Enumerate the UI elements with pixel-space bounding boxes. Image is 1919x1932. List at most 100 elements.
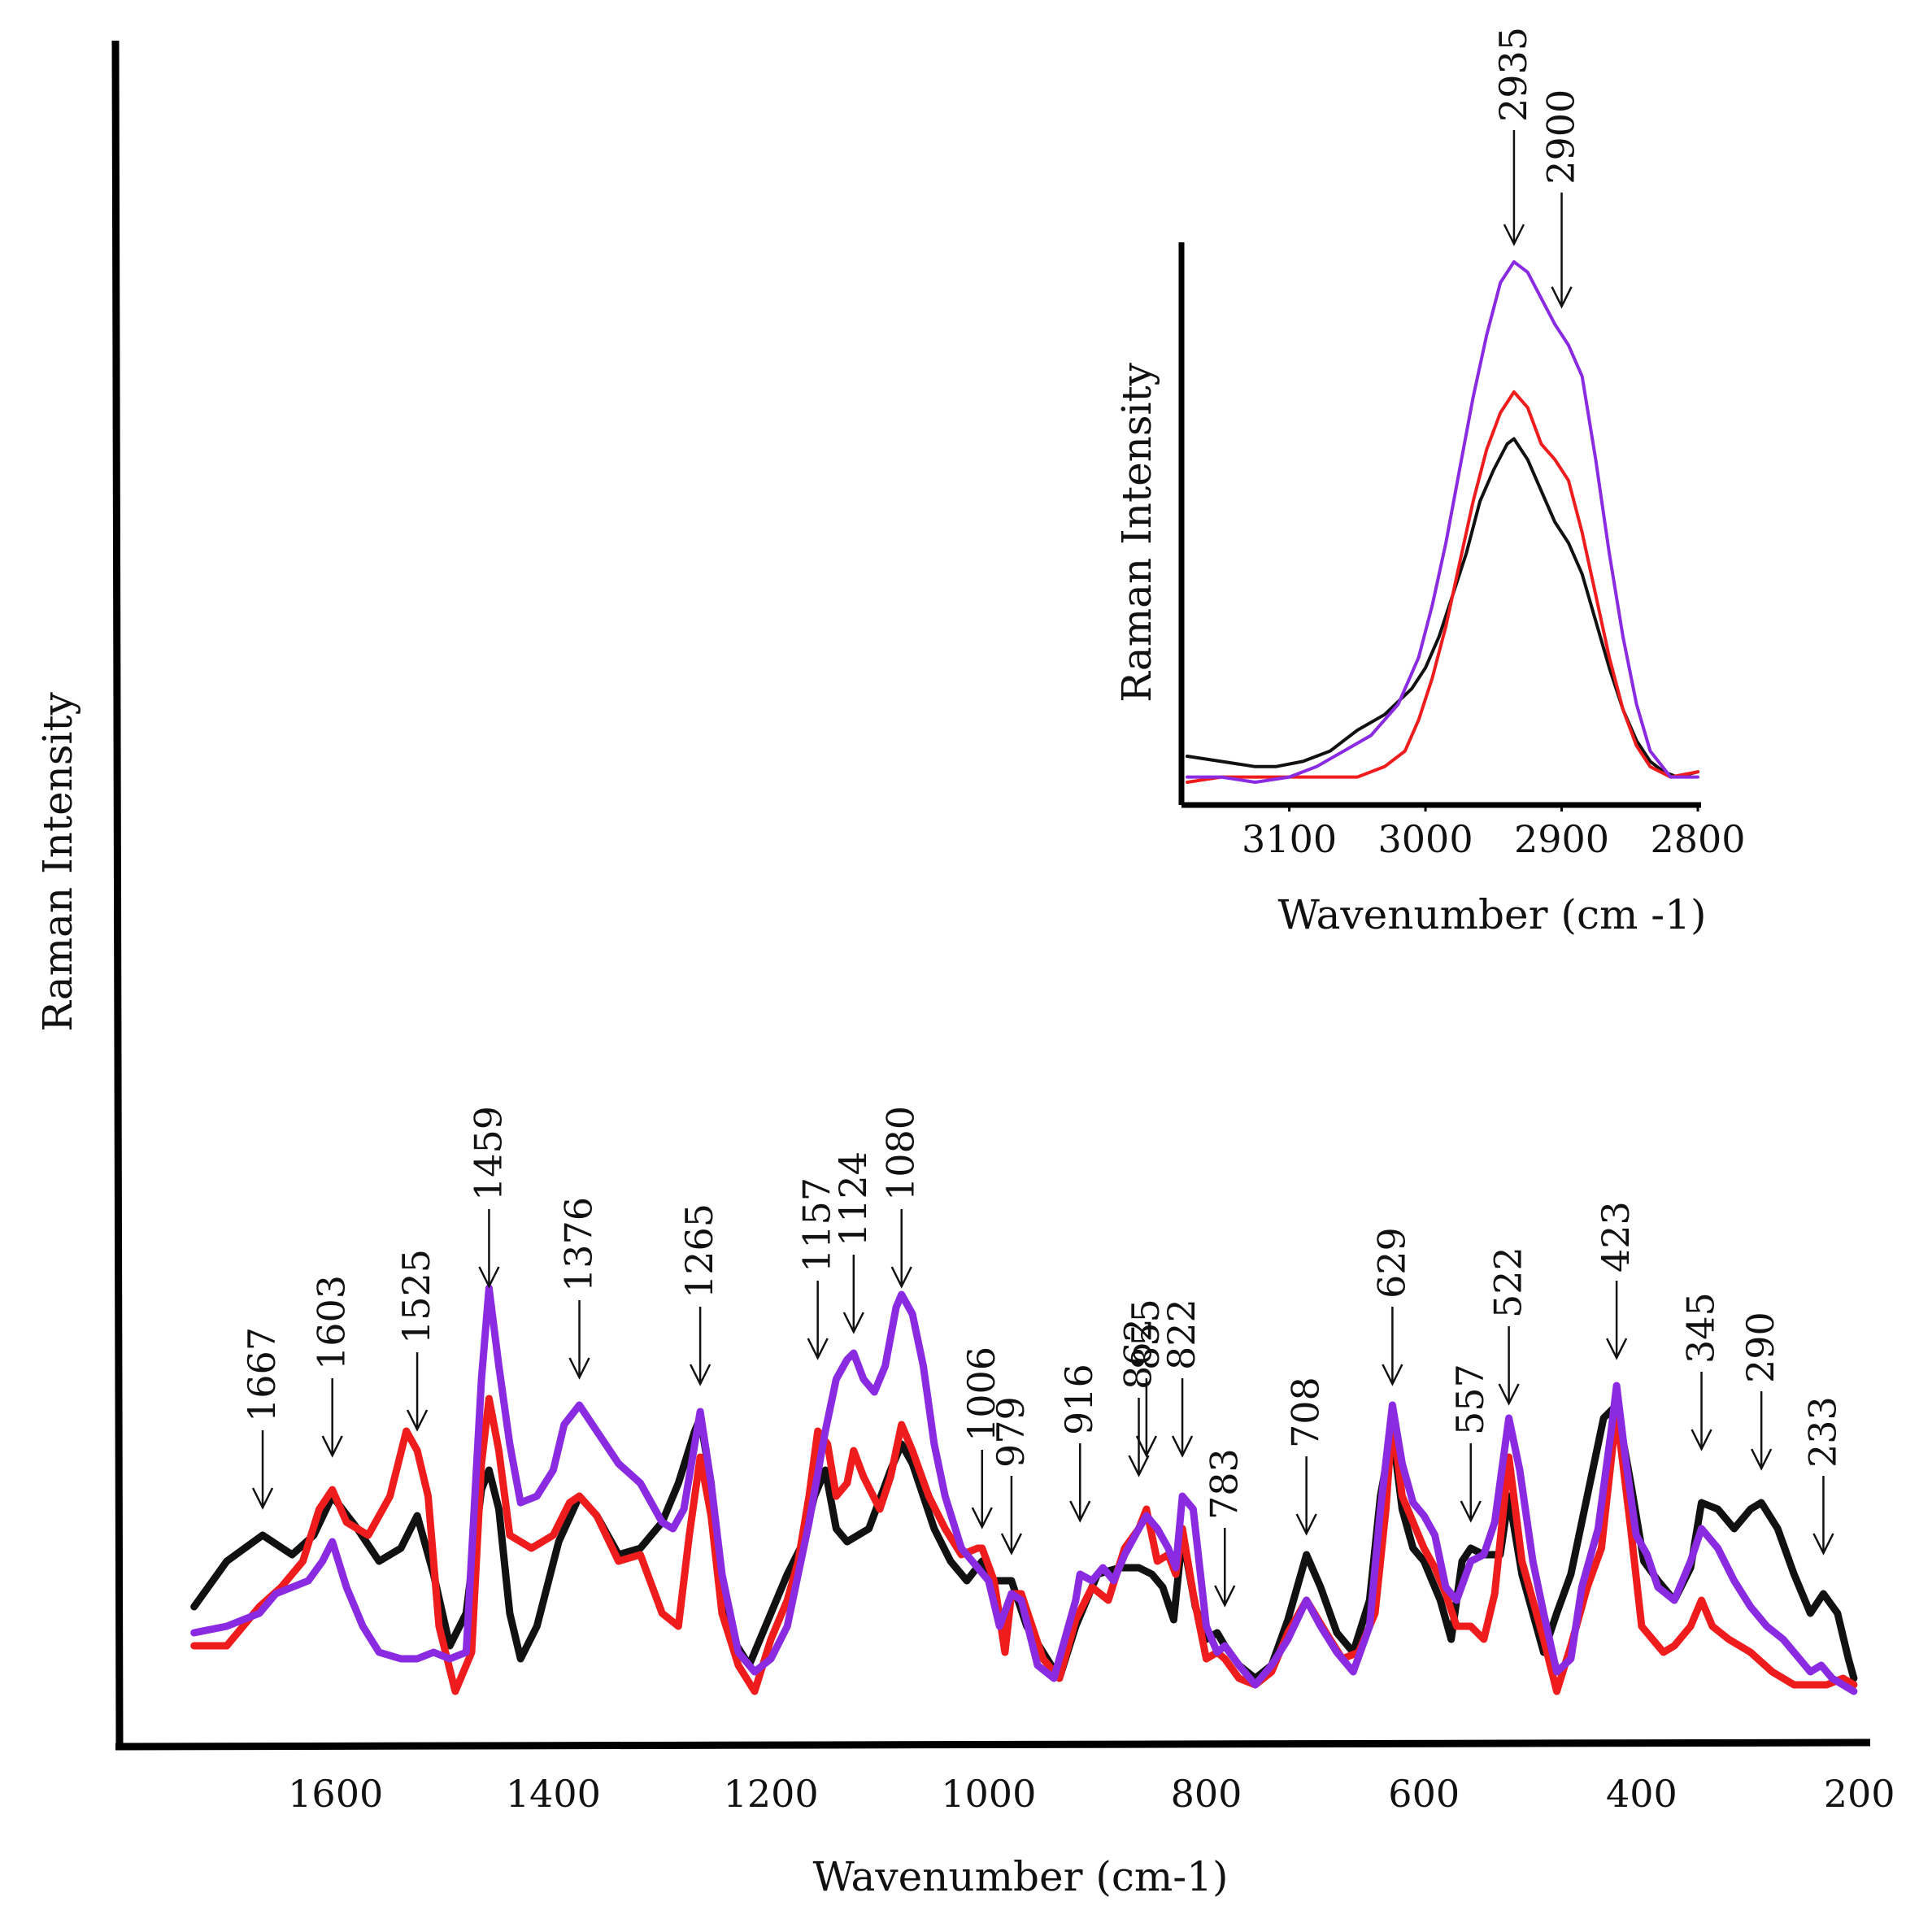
- main-series-line-1: [190, 1395, 1858, 1695]
- main-peak-arrow-head-23: [1812, 1533, 1834, 1556]
- main-peak-annotation-557: 557: [1448, 1364, 1492, 1523]
- main-x-axis-title: Wavenumber (cm-1): [812, 1853, 1228, 1900]
- inset-peak-arrow-head-0: [1503, 224, 1525, 246]
- main-y-axis-title: Raman Intensity: [34, 691, 81, 1032]
- inset-series-line-1: [1186, 390, 1699, 784]
- main-peak-arrow-head-8: [890, 1266, 912, 1289]
- main-peak-arrow-head-17: [1382, 1364, 1403, 1386]
- main-peak-annotation-1667: 1667: [240, 1327, 284, 1510]
- main-peak-arrow-head-2: [406, 1409, 429, 1432]
- main-peak-arrow-head-5: [689, 1364, 711, 1386]
- main-x-tick-label-6: 400: [1606, 1772, 1677, 1816]
- main-peak-annotation-1006: 1006: [960, 1347, 1003, 1530]
- inset-x-axis-title: Wavenumber (cm -1): [1278, 891, 1707, 938]
- main-peak-arrow-head-7: [842, 1312, 864, 1334]
- main-peak-arrow-head-19: [1498, 1383, 1520, 1406]
- main-peak-label-0: 1667: [240, 1327, 284, 1422]
- main-peak-label-22: 290: [1738, 1312, 1782, 1383]
- main-peak-annotation-708: 708: [1284, 1377, 1328, 1536]
- main-peak-label-8: 1080: [879, 1106, 923, 1201]
- main-peak-label-18: 557: [1448, 1364, 1492, 1435]
- main-peak-annotation-1124: 1124: [831, 1151, 875, 1334]
- inset-x-ticks: 3100 3000 2900 2800: [1242, 805, 1746, 861]
- main-peak-arrow-head-21: [1691, 1429, 1712, 1451]
- main-peak-arrow-head-6: [807, 1338, 829, 1360]
- inset-peak-label-1: 2900: [1539, 89, 1583, 185]
- main-peak-arrow-head-4: [568, 1357, 590, 1380]
- main-x-tick-label-0: 1600: [288, 1772, 383, 1816]
- main-peak-label-2: 1525: [394, 1249, 438, 1344]
- main-peak-label-12: 862: [1116, 1318, 1160, 1390]
- main-peak-arrow-head-0: [251, 1487, 274, 1510]
- main-peak-label-20: 423: [1594, 1201, 1638, 1273]
- main-peak-label-3: 1459: [466, 1106, 510, 1201]
- inset-series-line-0: [1186, 437, 1699, 779]
- inset-x-tick-label-1: 3000: [1378, 817, 1473, 861]
- main-peak-label-21: 345: [1679, 1292, 1723, 1364]
- main-peak-label-4: 1376: [557, 1197, 601, 1292]
- main-peak-arrow-head-3: [478, 1266, 500, 1289]
- main-peak-annotation-1157: 1157: [795, 1177, 839, 1360]
- main-x-tick-label-1: 1400: [506, 1772, 601, 1816]
- main-x-axis-line: [115, 1738, 1871, 1751]
- main-peak-label-6: 1157: [795, 1177, 839, 1273]
- main-peak-annotation-1603: 1603: [310, 1275, 354, 1458]
- main-peak-label-7: 1124: [831, 1151, 875, 1247]
- main-series-line-2: [190, 1284, 1858, 1695]
- main-peak-annotation-979: 979: [989, 1396, 1033, 1556]
- main-peak-annotation-916: 916: [1057, 1364, 1101, 1523]
- main-peak-label-14: 822: [1160, 1299, 1203, 1370]
- main-peak-arrow-head-12: [1128, 1455, 1150, 1477]
- main-x-tick-label-7: 200: [1824, 1772, 1895, 1816]
- inset-peak-arrow-head-1: [1551, 286, 1573, 309]
- main-peak-annotation-1376: 1376: [557, 1197, 601, 1380]
- inset-y-axis-title: Raman Intensity: [1113, 362, 1160, 703]
- main-peak-arrow-head-20: [1606, 1338, 1628, 1360]
- main-peak-arrow-head-10: [1000, 1533, 1023, 1556]
- inset-x-tick-label-0: 3100: [1242, 817, 1337, 861]
- main-peak-annotation-522: 522: [1486, 1247, 1530, 1406]
- main-peak-annotation-862: 862: [1116, 1318, 1160, 1477]
- main-peak-arrow-head-18: [1460, 1500, 1482, 1523]
- main-peak-arrow-head-9: [971, 1507, 993, 1530]
- main-peak-arrow-head-14: [1171, 1435, 1194, 1458]
- inset-peak-label-0: 2935: [1491, 27, 1535, 122]
- main-series-group: [190, 1284, 1858, 1695]
- main-peak-label-23: 233: [1800, 1396, 1844, 1468]
- main-x-tick-label-2: 1200: [724, 1772, 819, 1816]
- main-x-tick-label-4: 800: [1171, 1772, 1242, 1816]
- main-peak-annotation-1265: 1265: [677, 1203, 721, 1386]
- main-peak-arrow-head-11: [1069, 1500, 1091, 1523]
- main-peak-arrow-head-22: [1751, 1448, 1773, 1471]
- main-x-tick-label-3: 1000: [941, 1772, 1036, 1816]
- inset-series-line-2: [1186, 260, 1699, 784]
- main-peak-label-1: 1603: [310, 1275, 354, 1370]
- main-peak-annotation-1459: 1459: [466, 1106, 510, 1289]
- main-peak-label-13: 855: [1124, 1299, 1168, 1370]
- inset-peak-annotation-2935: 2935: [1491, 27, 1535, 246]
- main-peak-label-5: 1265: [677, 1203, 721, 1299]
- main-peak-label-15: 783: [1202, 1448, 1246, 1520]
- inset-peak-annotation-2900: 2900: [1539, 89, 1583, 309]
- main-peak-label-11: 916: [1057, 1364, 1101, 1435]
- inset-x-tick-label-2: 2900: [1514, 817, 1609, 861]
- main-x-tick-label-5: 600: [1388, 1772, 1460, 1816]
- main-peak-annotation-822: 822: [1160, 1299, 1203, 1458]
- inset-x-tick-label-3: 2800: [1650, 817, 1745, 861]
- main-peak-label-17: 629: [1369, 1227, 1413, 1299]
- main-peak-annotation-629: 629: [1369, 1227, 1413, 1386]
- main-peak-annotation-423: 423: [1594, 1201, 1638, 1360]
- inset-series-group: [1186, 260, 1699, 784]
- main-peak-label-10: 979: [989, 1396, 1033, 1468]
- main-peak-annotation-1080: 1080: [879, 1106, 923, 1289]
- main-y-axis-line: [111, 40, 124, 1747]
- main-peak-annotation-345: 345: [1679, 1292, 1723, 1451]
- main-x-ticks: 1600 1400 1200 1000 800 600 400 200: [288, 1772, 1895, 1816]
- main-peak-label-19: 522: [1486, 1247, 1530, 1318]
- main-peak-label-9: 1006: [960, 1347, 1003, 1442]
